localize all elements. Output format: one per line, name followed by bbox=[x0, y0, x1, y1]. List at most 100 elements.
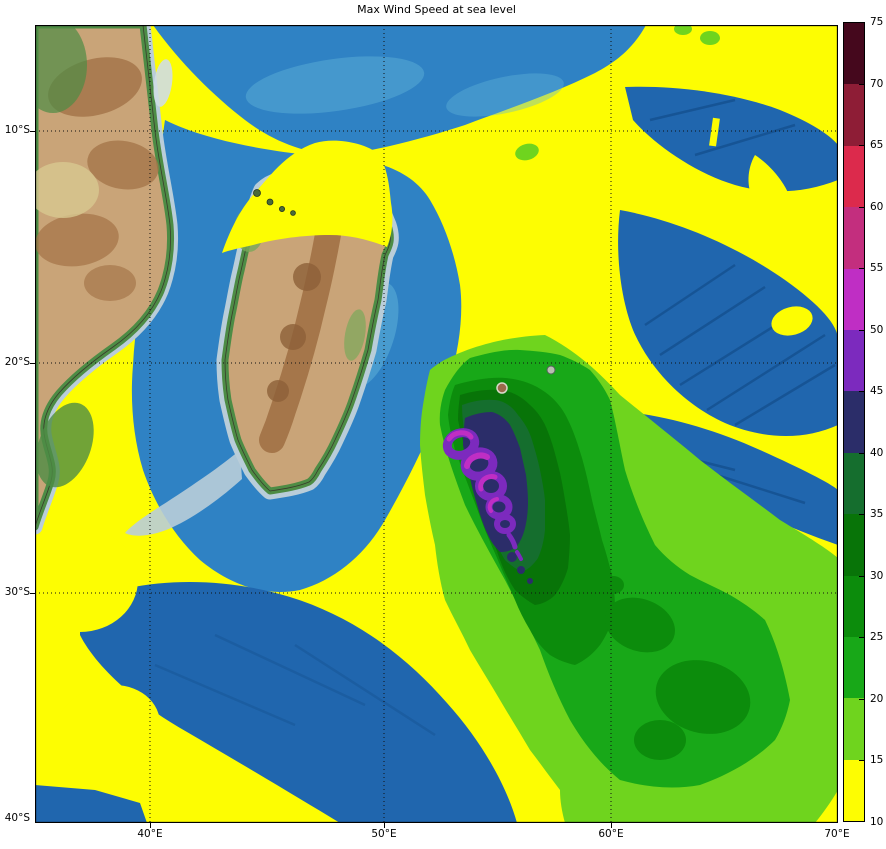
contour-25-patch bbox=[655, 660, 751, 734]
colorbar-labels: 75 70 65 60 55 50 45 40 35 30 25 20 15 10 bbox=[870, 16, 886, 828]
comoros-islands bbox=[253, 189, 296, 216]
map-canvas bbox=[35, 25, 838, 823]
madagascar-ridge bbox=[267, 380, 289, 402]
yellow-speck bbox=[209, 111, 233, 127]
contour-40-speck bbox=[517, 566, 525, 574]
xtick-mark bbox=[611, 823, 612, 828]
shallow-water bbox=[245, 56, 425, 114]
cyclone-track-spiral bbox=[442, 428, 523, 561]
colorbar-tick-mark bbox=[859, 760, 865, 762]
colorbar-segment-65-70 bbox=[844, 84, 864, 146]
colorbar-tick-label-75: 75 bbox=[870, 16, 884, 28]
wind-contours bbox=[420, 25, 838, 823]
yellow-hole bbox=[771, 306, 813, 336]
ridge-texture bbox=[154, 98, 836, 737]
colorbar-tick-mark bbox=[859, 83, 865, 85]
africa-terrain bbox=[36, 402, 94, 488]
madagascar-green-patch bbox=[344, 309, 366, 361]
colorbar-tick-label-15: 15 bbox=[870, 754, 884, 767]
africa-terrain bbox=[35, 162, 99, 218]
yellow-sliver bbox=[709, 117, 720, 147]
colorbar-tick-mark bbox=[859, 637, 865, 639]
madagascar-island bbox=[125, 159, 399, 536]
colorbar-segment-10-15 bbox=[844, 759, 864, 822]
colorbar-segment-45-50 bbox=[844, 329, 864, 392]
colorbar-tick-label-55: 55 bbox=[870, 262, 884, 275]
contour-40-speck bbox=[507, 552, 517, 562]
colorbar-tick-mark bbox=[859, 575, 865, 577]
ytick-mark bbox=[30, 131, 35, 132]
colorbar-tick-label-35: 35 bbox=[870, 508, 884, 521]
africa-terrain bbox=[84, 265, 136, 301]
green-speck bbox=[674, 25, 692, 35]
colorbar-segment-20-25 bbox=[844, 636, 864, 699]
colorbar-tick-label-60: 60 bbox=[870, 200, 884, 213]
shallow-water bbox=[446, 73, 564, 117]
colorbar-tick-mark bbox=[859, 329, 865, 331]
xtick-label-70e: 70°E bbox=[824, 828, 850, 840]
reunion-island bbox=[496, 382, 508, 394]
colorbar-segment-15-20 bbox=[844, 698, 864, 760]
green-speck bbox=[515, 143, 539, 161]
plot-border bbox=[35, 25, 838, 823]
ytick-mark bbox=[30, 363, 35, 364]
yellow-blob-left bbox=[35, 528, 138, 632]
plot-title: Max Wind Speed at sea level bbox=[357, 3, 516, 16]
madagascar-sw-shelf bbox=[125, 450, 242, 536]
ytick-label-20s: 20°S bbox=[4, 356, 30, 368]
green-speck bbox=[700, 31, 720, 45]
yellow-wedge bbox=[748, 155, 790, 205]
contour-25-patch bbox=[634, 720, 686, 760]
colorbar bbox=[843, 22, 865, 822]
yellow-blob-sw bbox=[53, 684, 161, 776]
xtick-mark bbox=[384, 823, 385, 828]
colorbar-tick-label-70: 70 bbox=[870, 77, 884, 90]
colorbar-segment-60-65 bbox=[844, 145, 864, 208]
colorbar-tick-label-65: 65 bbox=[870, 139, 884, 152]
colorbar-segment-50-55 bbox=[844, 268, 864, 330]
colorbar-tick-mark bbox=[859, 391, 865, 393]
colorbar-tick-mark bbox=[859, 145, 865, 147]
madagascar-ridge bbox=[293, 263, 321, 291]
ytick-label-10s: 10°S bbox=[4, 124, 30, 136]
mauritius-island bbox=[546, 365, 556, 375]
colorbar-segment-70-75 bbox=[844, 23, 864, 85]
colorbar-tick-label-20: 20 bbox=[870, 692, 884, 705]
colorbar-tick-mark bbox=[859, 268, 865, 270]
colorbar-tick-label-30: 30 bbox=[870, 569, 884, 582]
africa-terrain bbox=[35, 25, 87, 113]
colorbar-segment-55-60 bbox=[844, 207, 864, 269]
ocean-sw-corner bbox=[35, 785, 147, 823]
contour-25-patch bbox=[605, 597, 675, 653]
colorbar-tick-label-10: 10 bbox=[870, 816, 884, 828]
colorbar-tick-mark bbox=[859, 514, 865, 516]
yellow-speck bbox=[187, 89, 200, 102]
ocean-north bbox=[153, 25, 646, 155]
xtick-label-50e: 50°E bbox=[371, 828, 397, 840]
xtick-label-40e: 40°E bbox=[137, 828, 163, 840]
colorbar-tick-mark bbox=[859, 206, 865, 208]
ytick-label-40s: 40°S bbox=[4, 812, 30, 824]
africa-terrain bbox=[87, 140, 159, 190]
colorbar-segment-35-40 bbox=[844, 452, 864, 515]
yellow-over-north-madagascar bbox=[222, 140, 393, 253]
colorbar-tick-label-50: 50 bbox=[870, 323, 884, 336]
colorbar-tick-label-45: 45 bbox=[870, 385, 884, 398]
colorbar-segment-30-35 bbox=[844, 514, 864, 576]
colorbar-segment-25-30 bbox=[844, 575, 864, 637]
colorbar-tick-mark bbox=[859, 698, 865, 700]
africa-terrain bbox=[35, 213, 119, 267]
ytick-mark bbox=[30, 593, 35, 594]
madagascar-ridge bbox=[280, 324, 306, 350]
graticule bbox=[35, 25, 838, 823]
xtick-label-60e: 60°E bbox=[598, 828, 624, 840]
contour-40-speck bbox=[527, 578, 533, 584]
colorbar-tick-label-25: 25 bbox=[870, 631, 884, 644]
ocean-ne-ridge bbox=[618, 210, 838, 437]
ytick-label-30s: 30°S bbox=[4, 586, 30, 598]
xtick-mark bbox=[150, 823, 151, 828]
colorbar-tick-mark bbox=[859, 452, 865, 454]
colorbar-segment-40-45 bbox=[844, 391, 864, 453]
colorbar-tick-label-40: 40 bbox=[870, 446, 884, 459]
